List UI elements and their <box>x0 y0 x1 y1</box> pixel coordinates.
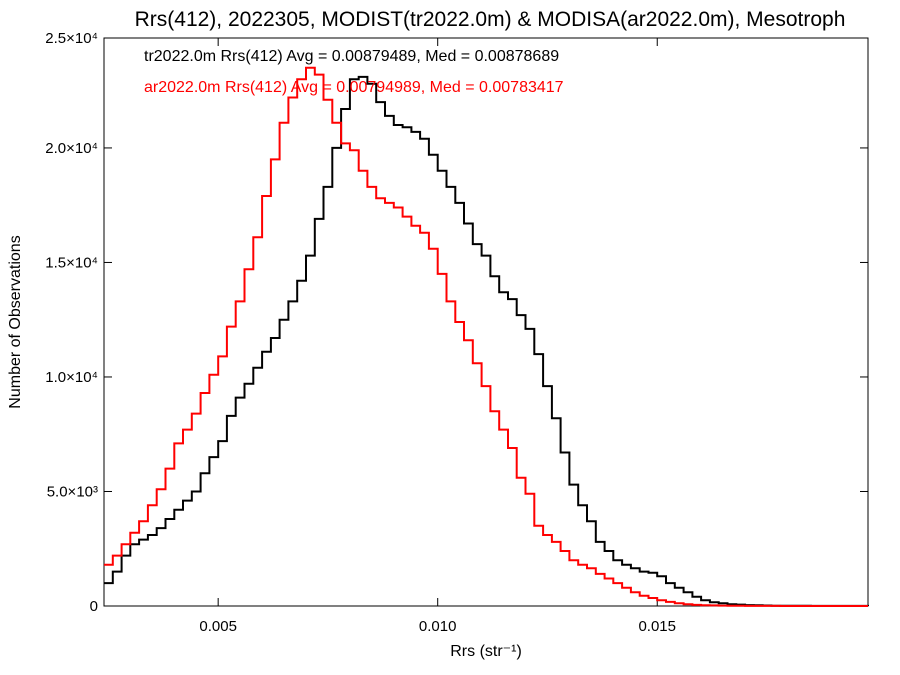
x-axis-label: Rrs (str⁻¹) <box>450 643 522 660</box>
y-tick-label: 2.5×10⁴ <box>45 30 98 47</box>
y-tick-label: 1.0×10⁴ <box>45 369 98 386</box>
series-line-1 <box>104 66 868 607</box>
legend-entry-tr2022: tr2022.0m Rrs(412) Avg = 0.00879489, Med… <box>144 48 559 65</box>
plot-area <box>103 37 869 607</box>
plot-frame <box>103 37 869 607</box>
y-tick-label: 5.0×10³ <box>47 483 98 500</box>
y-axis-label: Number of Observations <box>7 235 24 408</box>
legend-entry-ar2022: ar2022.0m Rrs(412) Avg = 0.00794989, Med… <box>144 79 564 96</box>
y-tick-label: 0 <box>90 598 98 615</box>
series-layer <box>104 66 869 607</box>
y-tick-label: 1.5×10⁴ <box>45 254 98 271</box>
x-tick-label: 0.010 <box>419 618 457 635</box>
series-line-0 <box>104 75 869 607</box>
y-tick-label: 2.0×10⁴ <box>45 140 98 157</box>
x-axis: 0.005 0.010 0.015 <box>199 38 676 635</box>
x-tick-label: 0.005 <box>199 618 237 635</box>
x-tick-label: 0.015 <box>638 618 676 635</box>
chart-title: Rrs(412), 2022305, MODIST(tr2022.0m) & M… <box>135 8 846 31</box>
